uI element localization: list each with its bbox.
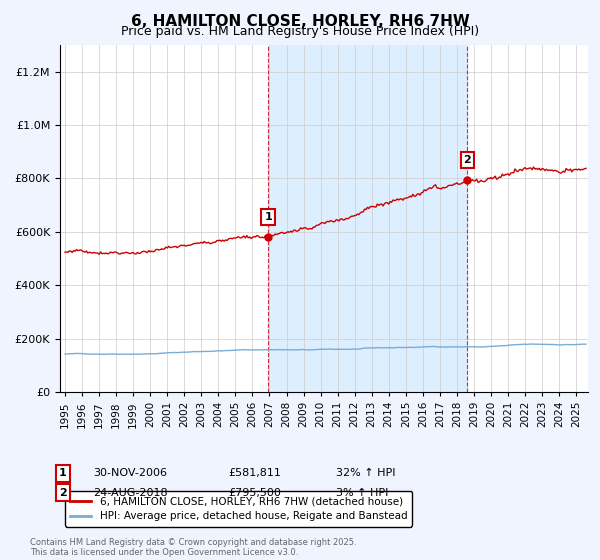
Text: 24-AUG-2018: 24-AUG-2018 <box>93 488 167 498</box>
Text: 6, HAMILTON CLOSE, HORLEY, RH6 7HW: 6, HAMILTON CLOSE, HORLEY, RH6 7HW <box>131 14 469 29</box>
Text: Contains HM Land Registry data © Crown copyright and database right 2025.
This d: Contains HM Land Registry data © Crown c… <box>30 538 356 557</box>
Text: 2: 2 <box>59 488 67 498</box>
Text: 1: 1 <box>264 212 272 222</box>
Text: 30-NOV-2006: 30-NOV-2006 <box>93 468 167 478</box>
Legend: 6, HAMILTON CLOSE, HORLEY, RH6 7HW (detached house), HPI: Average price, detache: 6, HAMILTON CLOSE, HORLEY, RH6 7HW (deta… <box>65 491 412 526</box>
Text: 3% ↑ HPI: 3% ↑ HPI <box>336 488 388 498</box>
Text: 32% ↑ HPI: 32% ↑ HPI <box>336 468 395 478</box>
Text: £795,500: £795,500 <box>228 488 281 498</box>
Text: £581,811: £581,811 <box>228 468 281 478</box>
Text: 1: 1 <box>59 468 67 478</box>
Text: Price paid vs. HM Land Registry's House Price Index (HPI): Price paid vs. HM Land Registry's House … <box>121 25 479 38</box>
Bar <box>268 45 467 392</box>
Text: 2: 2 <box>464 155 472 165</box>
